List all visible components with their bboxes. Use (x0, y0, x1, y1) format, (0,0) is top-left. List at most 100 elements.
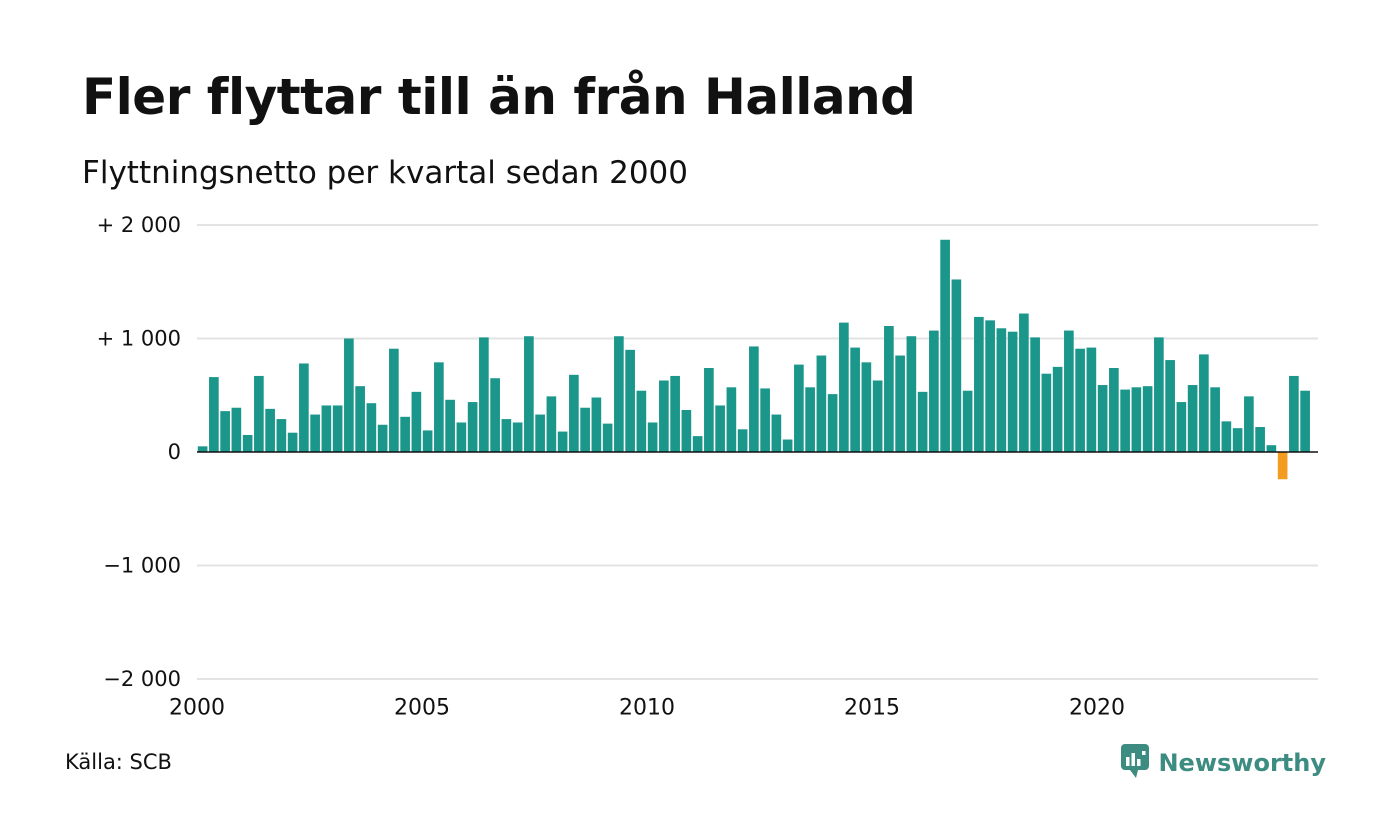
bar (287, 432, 298, 452)
x-tick-label: 2000 (169, 696, 225, 721)
bar (974, 316, 984, 452)
bar (1142, 386, 1153, 452)
bar (422, 430, 433, 452)
bar (1120, 389, 1130, 452)
bar (614, 336, 624, 452)
bar (1289, 375, 1299, 452)
bar (827, 394, 838, 452)
bar (344, 338, 354, 452)
bar (434, 362, 444, 452)
bar-chart: + 2 000 + 1 000 0 −1 000 −2 000 2000 2005 2010… (97, 213, 1318, 721)
bar (1210, 387, 1220, 452)
y-tick-label: + 1 000 (97, 327, 181, 351)
bar (895, 355, 905, 452)
bar (1255, 427, 1265, 452)
bar (355, 386, 365, 452)
bar (1131, 387, 1142, 452)
bar (771, 414, 782, 452)
bar (681, 410, 692, 452)
bar (524, 336, 534, 452)
bar (692, 436, 703, 452)
bar (794, 364, 804, 452)
y-tick-label: −1 000 (103, 554, 181, 578)
bar (940, 239, 950, 452)
bar (996, 328, 1007, 452)
bar (1075, 348, 1085, 452)
bar (749, 346, 759, 452)
y-axis-ticks: + 2 000 + 1 000 0 −1 000 −2 000 (97, 213, 181, 691)
bar (1064, 330, 1074, 452)
bar (1109, 368, 1119, 452)
bar (929, 330, 939, 452)
bar (456, 422, 467, 452)
bar (805, 387, 815, 452)
bar (1086, 347, 1097, 452)
brand-logo[interactable]: Newsworthy (1120, 743, 1326, 783)
bar (704, 368, 714, 452)
bar (197, 446, 208, 452)
newsworthy-logo-icon (1120, 743, 1150, 783)
x-tick-label: 2005 (394, 696, 450, 721)
bar (1221, 421, 1232, 452)
bar (1199, 354, 1209, 452)
bar (782, 439, 793, 452)
bar (220, 411, 230, 452)
bar (1244, 396, 1254, 452)
bar (985, 320, 995, 452)
bar (1019, 313, 1029, 452)
y-tick-label: −2 000 (103, 667, 181, 691)
bar (636, 390, 647, 452)
brand-name: Newsworthy (1158, 749, 1326, 777)
bar (861, 362, 872, 452)
bar (1097, 385, 1108, 452)
bar (242, 434, 253, 452)
bar (670, 375, 680, 452)
bars (197, 239, 1310, 480)
bar (951, 279, 962, 452)
bar (254, 375, 264, 452)
bar (1176, 402, 1187, 452)
bar (501, 419, 512, 452)
bar (1154, 337, 1164, 452)
x-tick-label: 2015 (844, 696, 900, 721)
grid-lines (197, 224, 1318, 680)
bar (512, 422, 523, 452)
bar (602, 423, 613, 452)
bar (659, 380, 669, 452)
bar (917, 391, 928, 452)
bar (839, 322, 849, 452)
x-tick-label: 2010 (619, 696, 675, 721)
bar (737, 429, 748, 452)
bar (1277, 452, 1288, 480)
bar (310, 414, 320, 452)
bar (265, 408, 275, 452)
bar (715, 405, 725, 452)
bar (546, 396, 557, 452)
bar (1232, 428, 1243, 452)
bar (906, 336, 917, 452)
bar (850, 347, 860, 452)
bar (276, 419, 287, 452)
chart-subtitle: Flyttningsnetto per kvartal sedan 2000 (82, 155, 688, 191)
bar (816, 355, 827, 452)
bar (535, 414, 545, 452)
bar (625, 349, 635, 452)
bar (490, 378, 500, 452)
bar (1165, 360, 1175, 452)
bar (726, 387, 737, 452)
bar (647, 422, 658, 452)
bar (962, 390, 973, 452)
bar (1052, 366, 1063, 452)
bar (1300, 390, 1310, 452)
bar (321, 405, 332, 452)
bar (569, 374, 579, 452)
x-tick-label: 2020 (1069, 696, 1125, 721)
bar (1041, 373, 1052, 452)
bar (377, 424, 388, 452)
chart-title: Fler flyttar till än från Halland (82, 68, 916, 126)
bar (580, 407, 590, 452)
bar (591, 397, 602, 452)
bar (400, 416, 410, 452)
bar (366, 403, 377, 452)
bar (389, 348, 399, 452)
